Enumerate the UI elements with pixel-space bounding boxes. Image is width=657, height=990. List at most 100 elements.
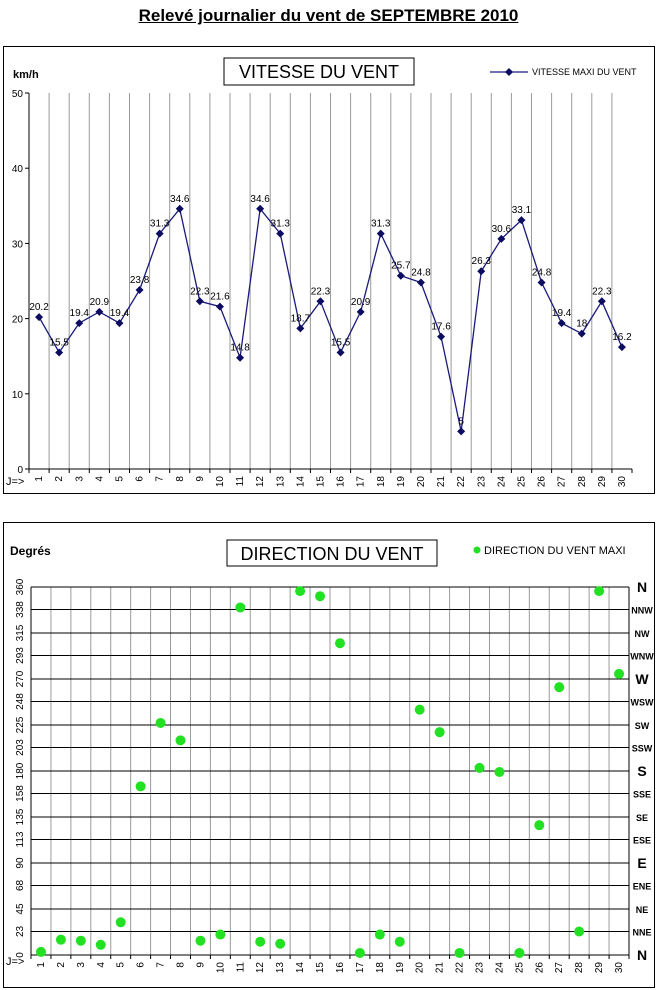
compass-label: NNE <box>632 927 651 937</box>
data-point <box>594 586 605 597</box>
data-label: 19.4 <box>70 308 90 319</box>
data-point <box>517 216 526 225</box>
compass-label: SSW <box>632 743 653 753</box>
x-axis-label: J=> <box>6 956 24 968</box>
data-label: 31.3 <box>371 219 391 230</box>
data-point <box>356 307 365 316</box>
x-tick-label: 7 <box>156 962 167 968</box>
compass-label: E <box>637 855 646 871</box>
x-tick-label: 28 <box>574 962 585 974</box>
x-tick-label: 4 <box>96 962 107 968</box>
y-tick-label: 135 <box>15 808 26 825</box>
data-label: 34.6 <box>250 194 270 205</box>
compass-label: N <box>637 947 647 963</box>
x-tick-label: 15 <box>315 962 326 974</box>
direction-chart-panel: Degrés 0 23 45 68 90 113 135 158 180 203 225 248 270 2… <box>3 522 655 988</box>
data-point <box>215 929 226 940</box>
data-point <box>394 936 405 947</box>
data-point <box>434 727 445 738</box>
data-label: 30.6 <box>492 224 512 235</box>
data-label: 26.3 <box>472 256 492 267</box>
data-label: 17.6 <box>431 322 451 333</box>
data-point <box>534 820 545 831</box>
data-point <box>75 319 84 328</box>
data-point <box>236 353 245 362</box>
data-point <box>457 427 466 436</box>
x-tick-label: 1 <box>34 476 45 482</box>
x-tick-label: 3 <box>74 476 85 482</box>
data-point <box>135 286 144 295</box>
data-point <box>334 638 345 649</box>
chart-title: DIRECTION DU VENT <box>240 544 423 564</box>
x-tick-label: 25 <box>514 962 525 974</box>
data-point <box>195 297 204 306</box>
x-tick-label: 24 <box>496 476 507 488</box>
data-point <box>155 717 166 728</box>
x-tick-label: 12 <box>255 476 266 488</box>
data-point <box>574 926 585 937</box>
x-tick-label: 3 <box>76 962 87 968</box>
y-tick-label: 50 <box>12 89 24 100</box>
legend-marker <box>473 546 481 554</box>
data-point <box>416 278 425 287</box>
data-point <box>454 947 465 958</box>
x-tick-label: 10 <box>215 962 226 974</box>
y-tick-label: 360 <box>15 578 26 595</box>
data-label: 22.3 <box>592 286 612 297</box>
data-label: 33.1 <box>512 205 532 216</box>
x-tick-label: 25 <box>516 476 527 488</box>
compass-label: SSE <box>633 789 651 799</box>
y-tick-label: 68 <box>15 879 26 891</box>
series-line <box>38 207 623 432</box>
x-tick-label: 6 <box>136 962 147 968</box>
data-point <box>315 591 326 602</box>
data-point <box>316 297 325 306</box>
x-tick-label: 11 <box>235 962 246 973</box>
y-tick-label: 20 <box>12 315 24 326</box>
y-tick-label: 40 <box>12 164 24 175</box>
y-tick-label: 0 <box>15 952 26 958</box>
data-point <box>537 278 546 287</box>
data-point <box>35 946 46 957</box>
x-tick-label: 6 <box>135 476 146 482</box>
x-tick-label: 17 <box>356 476 367 488</box>
x-tick-label: 7 <box>155 476 166 482</box>
x-tick-label: 24 <box>494 962 505 974</box>
x-tick-label: 15 <box>315 476 326 488</box>
chart-title-box <box>223 57 415 86</box>
data-point <box>514 947 525 958</box>
y-tick-label: 113 <box>15 831 26 847</box>
x-tick-label: 23 <box>475 962 486 974</box>
x-tick-label: 27 <box>554 962 565 974</box>
data-label: 16.2 <box>612 332 632 343</box>
page-title: Relevé journalier du vent de SEPTEMBRE 2… <box>138 6 519 25</box>
data-point <box>376 229 385 238</box>
data-point <box>276 229 285 238</box>
compass-label: NW <box>635 629 650 639</box>
data-point <box>437 332 446 341</box>
data-point <box>175 204 184 213</box>
data-point <box>95 939 106 950</box>
compass-label: WSW <box>631 697 654 707</box>
x-tick-label: 8 <box>175 476 186 482</box>
y-tick-label: 45 <box>15 903 26 915</box>
x-tick-label: 14 <box>295 962 306 974</box>
x-tick-label: 14 <box>295 476 306 488</box>
data-point <box>374 929 385 940</box>
x-tick-label: 2 <box>54 476 65 482</box>
data-point <box>557 319 566 328</box>
data-label: 23.8 <box>130 275 150 286</box>
x-tick-label: 13 <box>275 476 286 488</box>
x-tick-label: 21 <box>436 476 447 488</box>
data-point <box>155 229 164 238</box>
compass-label: W <box>635 671 649 687</box>
x-tick-label: 11 <box>235 476 246 487</box>
data-label: 20.2 <box>29 302 49 313</box>
x-tick-label: 21 <box>435 962 446 974</box>
x-tick-label: 28 <box>577 476 588 488</box>
compass-label: N <box>637 579 647 595</box>
data-label: 5 <box>458 416 464 427</box>
x-tick-label: 20 <box>415 962 426 974</box>
y-axis-label: Degrés <box>10 544 51 558</box>
data-label: 19.4 <box>552 308 572 319</box>
